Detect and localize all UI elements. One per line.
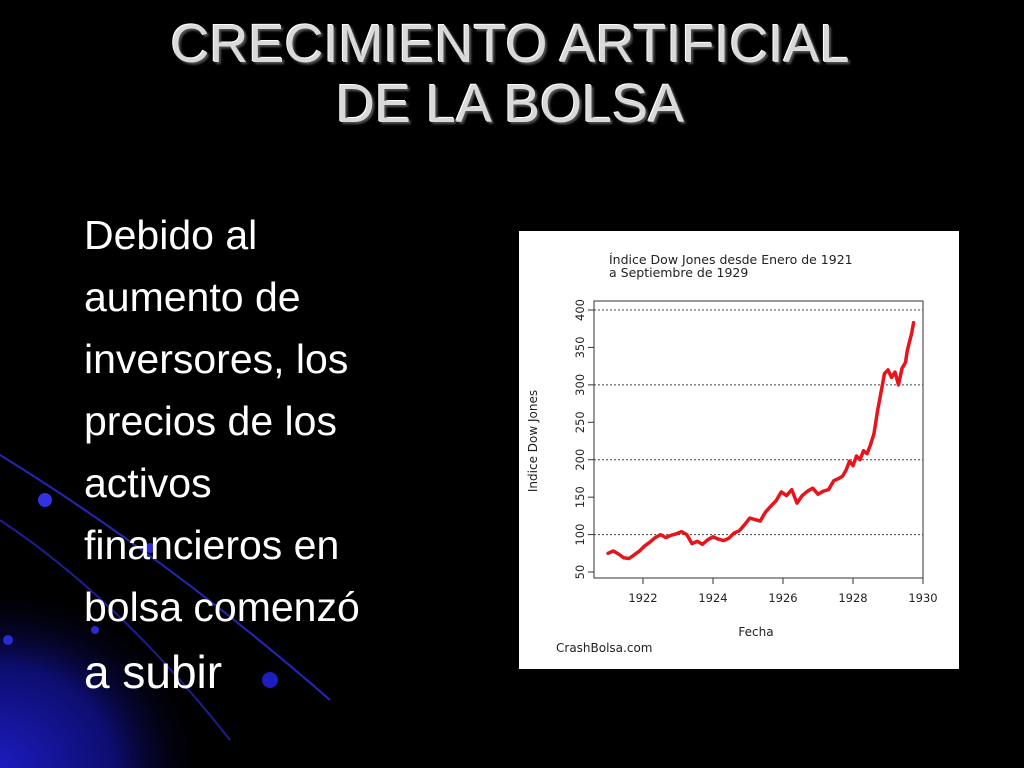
- y-tick-label: 400: [573, 299, 587, 321]
- blue-dot: [91, 626, 99, 634]
- x-tick-label: 1922: [628, 591, 657, 605]
- blue-dot: [38, 493, 52, 507]
- chart-source: CrashBolsa.com: [556, 641, 652, 655]
- x-axis-label: Fecha: [738, 625, 773, 639]
- y-tick-label: 250: [573, 411, 587, 433]
- x-tick-label: 1926: [768, 591, 797, 605]
- blue-dot: [145, 543, 155, 553]
- chart-title-line: Índice Dow Jones desde Enero de 1921: [609, 252, 853, 267]
- x-tick-label: 1930: [908, 591, 937, 605]
- body-line: aumento de: [84, 274, 301, 320]
- dow-jones-chart: Índice Dow Jones desde Enero de 1921 a S…: [519, 231, 959, 669]
- x-axis: 1922 1924 1926 1928 1930: [628, 578, 938, 605]
- body-line: financieros en: [84, 522, 340, 568]
- body-line: inversores, los: [84, 336, 349, 382]
- y-tick-label: 350: [573, 336, 587, 358]
- series-layer: [606, 320, 916, 561]
- y-tick-label: 100: [573, 524, 587, 546]
- body-line: precios de los: [84, 398, 337, 444]
- blue-dot: [262, 672, 278, 688]
- y-tick-label: 200: [573, 449, 587, 471]
- y-tick-label: 150: [573, 486, 587, 508]
- chart-title-line: a Septiembre de 1929: [609, 265, 748, 280]
- blue-arc-line: [0, 454, 331, 701]
- chart-svg: Índice Dow Jones desde Enero de 1921 a S…: [526, 252, 938, 655]
- body-line: a subir: [84, 646, 223, 698]
- series-line-dow-jones: [606, 320, 916, 561]
- blue-dot: [3, 635, 13, 645]
- blue-corner-glow: [0, 430, 380, 768]
- title-line: DE LA BOLSA: [335, 74, 685, 134]
- body-line: bolsa comenzó: [84, 584, 360, 630]
- blue-arc-line-2: [0, 519, 231, 741]
- grid-layer: [594, 309, 923, 536]
- y-tick-label: 50: [573, 565, 587, 580]
- y-tick-label: 300: [573, 374, 587, 396]
- title-line: CRECIMIENTO ARTIFICIAL: [170, 14, 850, 74]
- body-line: Debido al: [84, 212, 258, 258]
- plot-frame: [593, 300, 924, 579]
- y-axis: 50 100 150 200 250 300 350 400: [573, 299, 594, 579]
- slide-title: CRECIMIENTO ARTIFICIAL DE LA BOLSA: [60, 14, 960, 134]
- x-tick-label: 1928: [838, 591, 867, 605]
- x-tick-label: 1924: [698, 591, 727, 605]
- body-line: activos: [84, 460, 212, 506]
- y-axis-label: Indice Dow Jones: [526, 390, 540, 492]
- slide-body-text: Debido al aumento de inversores, los pre…: [84, 204, 484, 706]
